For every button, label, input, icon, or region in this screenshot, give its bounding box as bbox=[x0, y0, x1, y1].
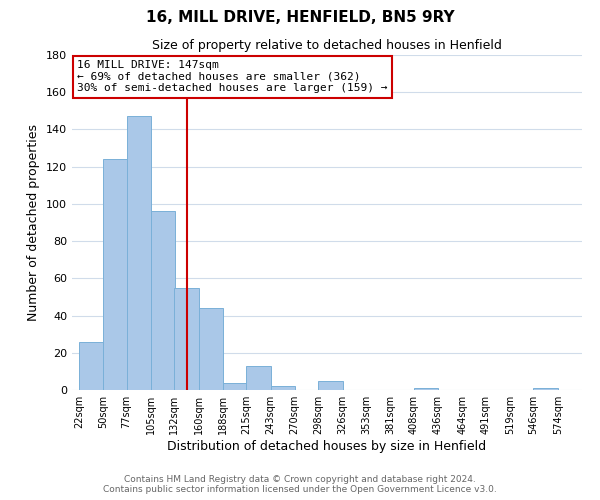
Text: Contains HM Land Registry data © Crown copyright and database right 2024.: Contains HM Land Registry data © Crown c… bbox=[124, 475, 476, 484]
X-axis label: Distribution of detached houses by size in Henfield: Distribution of detached houses by size … bbox=[167, 440, 487, 453]
Text: Contains public sector information licensed under the Open Government Licence v3: Contains public sector information licen… bbox=[103, 485, 497, 494]
Bar bbox=[127, 116, 151, 390]
Bar bbox=[103, 159, 128, 390]
Bar bbox=[223, 382, 247, 390]
Title: Size of property relative to detached houses in Henfield: Size of property relative to detached ho… bbox=[152, 40, 502, 52]
Bar bbox=[414, 388, 438, 390]
Bar bbox=[247, 366, 271, 390]
Bar bbox=[151, 212, 175, 390]
Bar bbox=[79, 342, 103, 390]
Text: 16, MILL DRIVE, HENFIELD, BN5 9RY: 16, MILL DRIVE, HENFIELD, BN5 9RY bbox=[146, 10, 454, 25]
Bar bbox=[319, 380, 343, 390]
Text: 16 MILL DRIVE: 147sqm
← 69% of detached houses are smaller (362)
30% of semi-det: 16 MILL DRIVE: 147sqm ← 69% of detached … bbox=[77, 60, 388, 93]
Bar bbox=[199, 308, 223, 390]
Bar bbox=[175, 288, 199, 390]
Y-axis label: Number of detached properties: Number of detached properties bbox=[28, 124, 40, 321]
Bar bbox=[271, 386, 295, 390]
Bar bbox=[533, 388, 558, 390]
